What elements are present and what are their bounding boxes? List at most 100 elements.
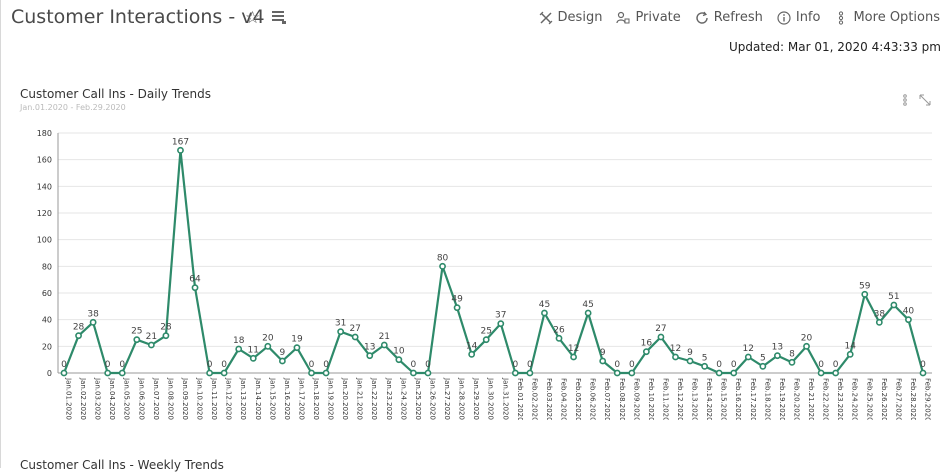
expand-icon[interactable]	[919, 94, 931, 106]
info-icon	[777, 10, 791, 25]
data-point	[424, 369, 432, 377]
more-options-button[interactable]: More Options	[834, 10, 940, 25]
refresh-label: Refresh	[713, 10, 763, 25]
y-tick-label: 140	[37, 182, 52, 191]
data-label: 0	[105, 360, 111, 370]
data-point	[60, 369, 68, 377]
data-point	[410, 369, 417, 377]
data-label: 20	[801, 333, 813, 343]
data-point	[701, 362, 709, 370]
x-tick-label: Jan.23.2020	[385, 377, 393, 420]
data-label: 9	[280, 348, 286, 358]
data-point	[744, 353, 752, 361]
data-label: 20	[262, 333, 274, 343]
data-label: 25	[480, 327, 491, 337]
info-button[interactable]: Info	[777, 10, 820, 25]
x-tick-label: Feb.13.2020	[691, 378, 699, 420]
data-label: 0	[221, 360, 227, 370]
data-label: 0	[818, 360, 824, 370]
list-menu-icon[interactable]	[272, 10, 286, 24]
x-tick-label: Feb.23.2020	[836, 378, 844, 420]
refresh-button[interactable]: Refresh	[695, 10, 763, 25]
data-label: 18	[233, 336, 245, 346]
data-label: 0	[716, 360, 722, 370]
data-point	[264, 342, 272, 350]
data-point	[351, 333, 359, 341]
data-label: 45	[582, 300, 593, 310]
y-tick-label: 40	[42, 316, 52, 325]
x-tick-label: Jan.05.2020	[123, 377, 131, 420]
data-point	[905, 316, 912, 324]
data-label: 10	[393, 347, 405, 357]
data-point	[104, 369, 112, 377]
data-point	[730, 369, 738, 377]
data-label: 5	[702, 353, 708, 363]
page-title: Customer Interactions - v4	[11, 6, 265, 28]
data-point	[337, 328, 345, 336]
design-icon	[539, 11, 552, 24]
y-tick-label: 120	[37, 209, 52, 218]
data-label: 27	[655, 324, 666, 334]
data-label: 11	[248, 345, 259, 355]
x-tick-label: Feb.15.2020	[720, 378, 728, 420]
x-tick-label: Jan.20.2020	[341, 377, 349, 420]
data-label: 167	[172, 137, 189, 147]
x-tick-label: Feb.27.2020	[894, 378, 902, 420]
x-tick-label: Feb.24.2020	[851, 378, 859, 420]
x-tick-label: Feb.19.2020	[778, 378, 786, 420]
x-tick-label: Feb.25.2020	[865, 378, 873, 420]
design-button[interactable]: Design	[539, 10, 603, 25]
y-tick-label: 20	[42, 342, 52, 351]
private-button[interactable]: Private	[616, 10, 681, 25]
data-point	[89, 318, 97, 326]
page-left-border	[0, 0, 1, 468]
data-label: 0	[309, 360, 315, 370]
data-point	[817, 369, 825, 377]
x-tick-label: Jan.13.2020	[239, 377, 247, 420]
private-user-icon	[616, 11, 630, 23]
widget-date-range: Jan.01.2020 - Feb.29.2020	[20, 103, 126, 112]
more-options-icon	[839, 10, 844, 25]
data-point	[919, 369, 927, 377]
x-tick-label: Jan.14.2020	[254, 377, 262, 420]
x-tick-label: Jan.09.2020	[181, 377, 189, 420]
weekly-widget-title: Customer Call Ins - Weekly Trends	[20, 458, 224, 472]
data-point	[453, 304, 461, 312]
x-tick-label: Jan.15.2020	[268, 377, 276, 420]
data-point	[759, 362, 767, 370]
x-tick-label: Jan.21.2020	[356, 377, 364, 420]
data-label: 19	[291, 335, 303, 345]
data-label: 13	[772, 343, 783, 353]
widget-menu-icon[interactable]	[903, 94, 907, 106]
data-point	[439, 262, 446, 270]
x-tick-label: Feb.10.2020	[647, 378, 655, 420]
design-label: Design	[557, 10, 603, 25]
x-tick-label: Jan.25.2020	[414, 377, 422, 420]
data-point	[526, 369, 534, 377]
data-label: 21	[146, 332, 157, 342]
x-tick-label: Jan.18.2020	[312, 377, 320, 420]
x-tick-label: Jan.26.2020	[428, 377, 436, 420]
data-point	[191, 284, 199, 292]
data-label: 16	[641, 339, 653, 349]
data-point	[206, 369, 213, 377]
widget-title: Customer Call Ins - Daily Trends	[20, 87, 211, 101]
data-label: 49	[451, 295, 463, 305]
data-label: 0	[629, 360, 635, 370]
x-tick-label: Jan.06.2020	[137, 377, 145, 420]
data-point	[832, 369, 840, 377]
data-label: 12	[670, 344, 681, 354]
dashboard-header: Customer Interactions - v4 ☆ Design Priv…	[0, 0, 952, 36]
data-point	[642, 348, 650, 356]
data-point	[715, 369, 723, 377]
data-point	[133, 336, 141, 344]
x-tick-label: Feb.08.2020	[618, 378, 626, 420]
x-tick-label: Feb.21.2020	[807, 378, 815, 420]
x-tick-label: Feb.05.2020	[574, 378, 582, 420]
x-tick-label: Feb.17.2020	[749, 378, 757, 420]
data-point	[875, 318, 883, 326]
favorite-star-icon[interactable]: ☆	[245, 8, 261, 28]
data-label: 21	[379, 332, 390, 342]
data-point	[482, 336, 490, 344]
data-point	[366, 352, 374, 360]
